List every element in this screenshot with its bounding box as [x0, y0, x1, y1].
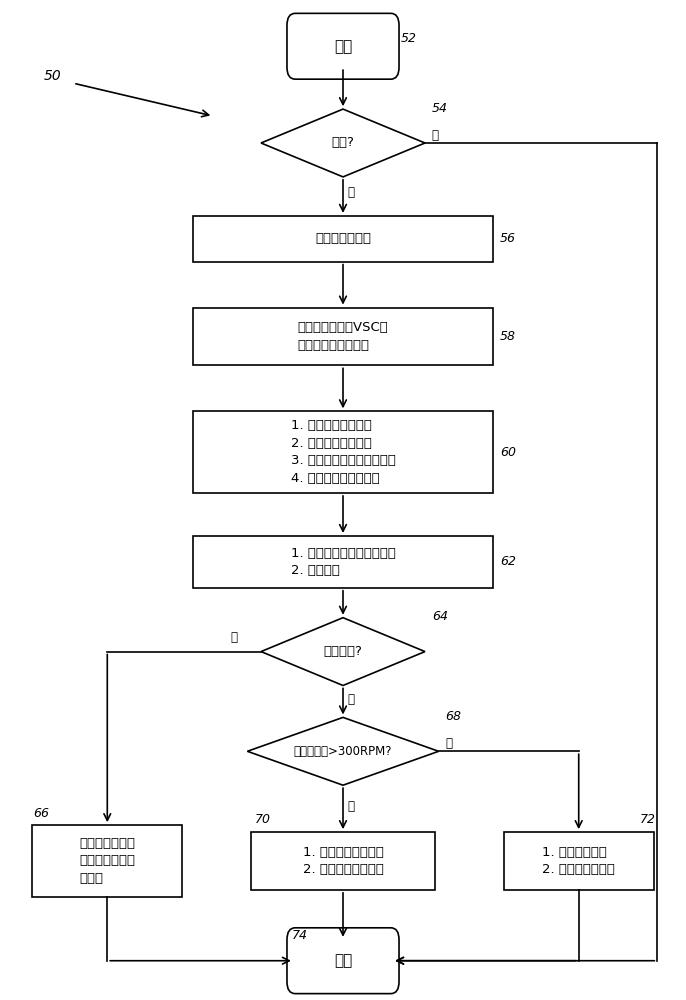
- Text: 是: 是: [348, 693, 355, 706]
- Text: 改变主意?: 改变主意?: [324, 645, 362, 658]
- Text: 60: 60: [500, 446, 516, 459]
- Text: 1. 通过电机降低发动机转速
2. 切断燃料: 1. 通过电机降低发动机转速 2. 切断燃料: [291, 547, 395, 577]
- Text: 74: 74: [292, 929, 308, 942]
- FancyBboxPatch shape: [251, 832, 435, 890]
- Text: 否: 否: [230, 631, 237, 644]
- Text: 1. 使用电机升高转速
2. 正常的发动机起动: 1. 使用电机升高转速 2. 正常的发动机起动: [303, 846, 383, 876]
- Text: 66: 66: [33, 807, 49, 820]
- Text: 1. 重新添加燃料
2. 快速起动发动机: 1. 重新添加燃料 2. 快速起动发动机: [542, 846, 615, 876]
- Text: 56: 56: [500, 232, 516, 245]
- FancyBboxPatch shape: [193, 536, 493, 588]
- Text: 68: 68: [445, 710, 462, 723]
- FancyBboxPatch shape: [32, 825, 182, 897]
- Polygon shape: [261, 109, 425, 177]
- FancyBboxPatch shape: [193, 216, 493, 262]
- Text: 是: 是: [348, 186, 355, 199]
- Text: 54: 54: [431, 102, 448, 115]
- Text: 车辆系统控制（VSC）
指令发动机准备停机: 车辆系统控制（VSC） 指令发动机准备停机: [298, 321, 388, 352]
- FancyBboxPatch shape: [193, 308, 493, 365]
- Text: 52: 52: [401, 32, 417, 45]
- FancyBboxPatch shape: [193, 411, 493, 493]
- Text: 需要发动机停机: 需要发动机停机: [315, 232, 371, 245]
- Polygon shape: [261, 618, 425, 685]
- Polygon shape: [248, 717, 438, 785]
- FancyBboxPatch shape: [287, 13, 399, 79]
- Text: 否: 否: [431, 129, 439, 142]
- Text: 终止: 终止: [334, 953, 352, 968]
- FancyBboxPatch shape: [504, 832, 654, 890]
- Text: 发动机转速>300RPM?: 发动机转速>300RPM?: [294, 745, 392, 758]
- Text: 62: 62: [500, 555, 516, 568]
- Text: 1. 变速器设置为空挡
2. 变矩器设置为打开
3. 确保分离离合器是闭合的
4. 电机处于发电机模式: 1. 变速器设置为空挡 2. 变矩器设置为打开 3. 确保分离离合器是闭合的 4…: [291, 419, 395, 485]
- FancyBboxPatch shape: [287, 928, 399, 994]
- Text: 70: 70: [255, 813, 271, 826]
- Text: 减速?: 减速?: [331, 136, 355, 149]
- Text: 64: 64: [431, 610, 448, 623]
- Text: 将发动机转速降
为零并打开分离
离合器: 将发动机转速降 为零并打开分离 离合器: [80, 837, 135, 885]
- Text: 是: 是: [445, 737, 453, 750]
- Text: 开始: 开始: [334, 39, 352, 54]
- Text: 72: 72: [640, 813, 657, 826]
- Text: 58: 58: [500, 330, 516, 343]
- Text: 否: 否: [348, 800, 355, 813]
- Text: 50: 50: [44, 69, 62, 83]
